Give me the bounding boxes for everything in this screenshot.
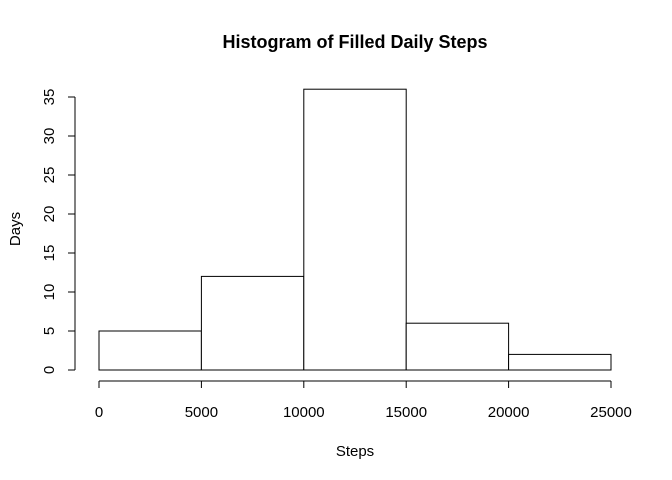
- x-axis: 0 5000 10000 15000 20000 25000: [95, 380, 632, 421]
- histogram-bar-0: [98, 330, 202, 371]
- y-tick-label-3: 15: [41, 245, 58, 262]
- y-tick-label-7: 35: [41, 89, 58, 106]
- y-tick-label-0: 0: [41, 366, 58, 374]
- x-tick-label-3: 15000: [385, 404, 427, 421]
- y-tick-label-2: 10: [41, 284, 58, 301]
- x-tick-label-0: 0: [95, 404, 103, 421]
- x-tick-label-4: 20000: [488, 404, 530, 421]
- histogram-bar-1: [200, 275, 305, 371]
- y-tick-label-1: 5: [41, 327, 58, 335]
- x-tick-label-2: 10000: [283, 404, 325, 421]
- x-tick-label-5: 25000: [590, 404, 632, 421]
- histogram-bar-3: [405, 322, 510, 371]
- chart-title: Histogram of Filled Daily Steps: [222, 32, 487, 52]
- histogram-bar-2: [303, 88, 407, 371]
- bars-layer: [98, 88, 612, 371]
- y-axis-title: Days: [7, 212, 24, 246]
- y-tick-label-4: 20: [41, 206, 58, 223]
- x-tick-label-1: 5000: [185, 404, 218, 421]
- histogram-bar-4: [508, 353, 612, 371]
- x-axis-title: Steps: [336, 443, 374, 460]
- y-axis: 0 5 10 15 20 25 30 35: [41, 89, 76, 374]
- y-tick-label-5: 25: [41, 167, 58, 184]
- y-tick-label-6: 30: [41, 128, 58, 145]
